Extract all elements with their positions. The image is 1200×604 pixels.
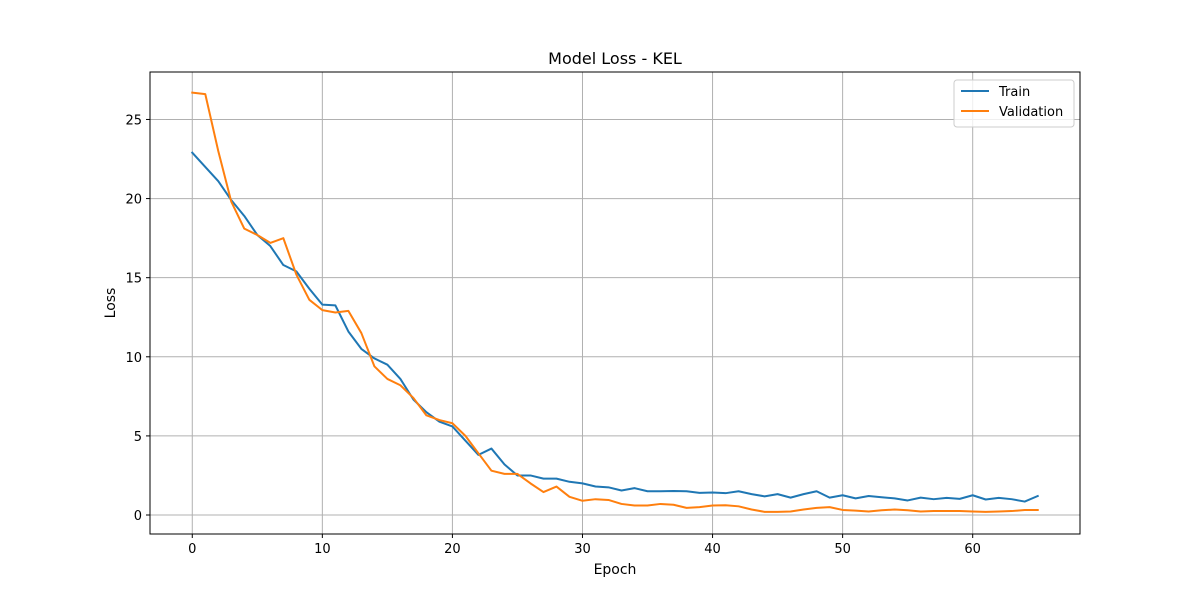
x-tick-label: 60 — [964, 542, 981, 557]
series-line-validation — [191, 91, 1039, 513]
grid-lines — [150, 72, 1080, 534]
series-lines — [190, 91, 1040, 513]
y-tick-label: 0 — [134, 509, 142, 524]
y-tick-label: 5 — [134, 430, 142, 445]
chart-title: Model Loss - KEL — [548, 49, 682, 68]
legend-label-validation: Validation — [999, 105, 1063, 120]
x-tick-label: 0 — [188, 542, 196, 557]
series-line-train — [190, 151, 1040, 503]
y-tick-label: 10 — [125, 351, 142, 366]
axis-ticks: 0 10 20 30 40 50 60 0 5 10 15 20 25 — [125, 113, 981, 557]
y-tick-label: 20 — [125, 193, 142, 208]
x-tick-label: 40 — [704, 542, 721, 557]
legend: Train Validation — [953, 79, 1075, 128]
plot-area-frame — [149, 71, 1081, 535]
y-tick-label: 25 — [125, 113, 142, 128]
x-axis-label: Epoch — [594, 562, 637, 578]
legend-label-train: Train — [998, 85, 1030, 100]
x-tick-label: 10 — [314, 542, 331, 557]
y-axis-label: Loss — [103, 288, 119, 319]
x-tick-label: 50 — [834, 542, 851, 557]
y-tick-label: 15 — [125, 272, 142, 287]
x-tick-label: 30 — [574, 542, 591, 557]
x-tick-label: 20 — [444, 542, 461, 557]
